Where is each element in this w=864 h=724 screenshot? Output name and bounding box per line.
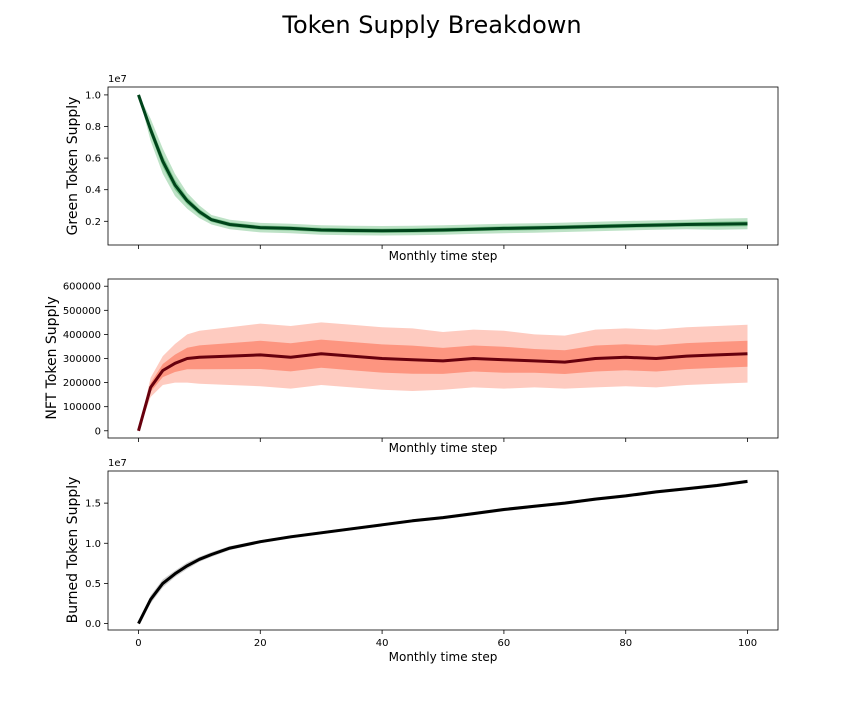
nft-token-y-tick-label: 400000	[63, 330, 101, 341]
green-token-y-label: Green Token Supply	[65, 97, 81, 236]
nft-token-y-tick-label: 300000	[63, 354, 101, 365]
burned-token-series	[137, 479, 748, 625]
burned-token-x-ticks: 0 20 40 60 80 100	[135, 630, 757, 649]
nft-token-x-label: Monthly time step	[389, 441, 498, 455]
green-token-plot-frame	[107, 86, 779, 246]
green-token-y-tick-label: 0.6	[85, 154, 101, 165]
nft-token-median-line	[137, 352, 748, 432]
nft-token-inner-band	[138, 339, 748, 431]
figure-title: Token Supply Breakdown	[281, 11, 581, 39]
burned-token-panel: 0.0 0.5 1.0 1.5 0 20 40 60 80 100 1e7 Burned Tok…	[65, 458, 779, 664]
green-token-y-ticks: 0.2 0.4 0.6 0.8 1.0	[85, 90, 108, 228]
burned-token-x-tick-label: 60	[498, 638, 511, 649]
burned-token-y-ticks: 0.0 0.5 1.0 1.5	[85, 499, 108, 630]
green-token-offset-text: 1e7	[108, 74, 127, 85]
burned-token-y-label: Burned Token Supply	[65, 477, 81, 624]
nft-token-series	[137, 322, 748, 432]
green-token-inner-band	[138, 94, 748, 233]
green-token-panel: 0.2 0.4 0.6 0.8 1.0 1e7 Green Token Supply M…	[65, 74, 779, 263]
burned-token-inner-band	[138, 480, 748, 624]
burned-token-y-tick-label: 0.5	[85, 579, 101, 590]
green-token-y-tick-label: 0.8	[85, 122, 101, 133]
nft-token-y-tick-label: 600000	[63, 282, 101, 293]
nft-token-y-label: NFT Token Supply	[44, 296, 60, 419]
green-token-median-line	[137, 94, 748, 233]
nft-token-panel: 0 100000 200000 300000 400000 500000 600000 NF…	[44, 278, 779, 455]
nft-token-y-tick-label: 200000	[63, 378, 101, 389]
green-token-y-tick-label: 0.2	[85, 217, 101, 228]
green-token-x-label: Monthly time step	[389, 249, 498, 263]
nft-token-y-tick-label: 500000	[63, 306, 101, 317]
burned-token-median-line	[137, 479, 748, 625]
green-token-spread-band	[138, 94, 748, 236]
green-token-y-tick-label: 0.4	[85, 185, 101, 196]
burned-token-plot-frame	[107, 470, 779, 631]
burned-token-x-label: Monthly time step	[389, 650, 498, 664]
green-token-series	[137, 94, 748, 236]
green-token-x-ticks	[138, 245, 748, 249]
burned-token-x-tick-label: 80	[619, 638, 632, 649]
green-token-y-tick-label: 1.0	[85, 90, 101, 101]
burned-token-x-tick-label: 40	[376, 638, 389, 649]
burned-token-y-tick-label: 0.0	[85, 619, 101, 630]
nft-token-y-tick-label: 0	[95, 426, 101, 437]
burned-token-offset-text: 1e7	[108, 458, 127, 469]
nft-token-y-tick-label: 100000	[63, 402, 101, 413]
burned-token-y-tick-label: 1.0	[85, 539, 101, 550]
burned-token-x-tick-label: 100	[738, 638, 757, 649]
burned-token-spread-band	[138, 479, 748, 624]
nft-token-spread-band	[138, 322, 748, 431]
burned-token-y-tick-label: 1.5	[85, 499, 101, 510]
burned-token-x-tick-label: 20	[254, 638, 267, 649]
nft-token-x-ticks	[138, 438, 748, 442]
nft-token-y-ticks: 0 100000 200000 300000 400000 500000 600000	[63, 282, 108, 437]
burned-token-x-tick-label: 0	[135, 638, 141, 649]
